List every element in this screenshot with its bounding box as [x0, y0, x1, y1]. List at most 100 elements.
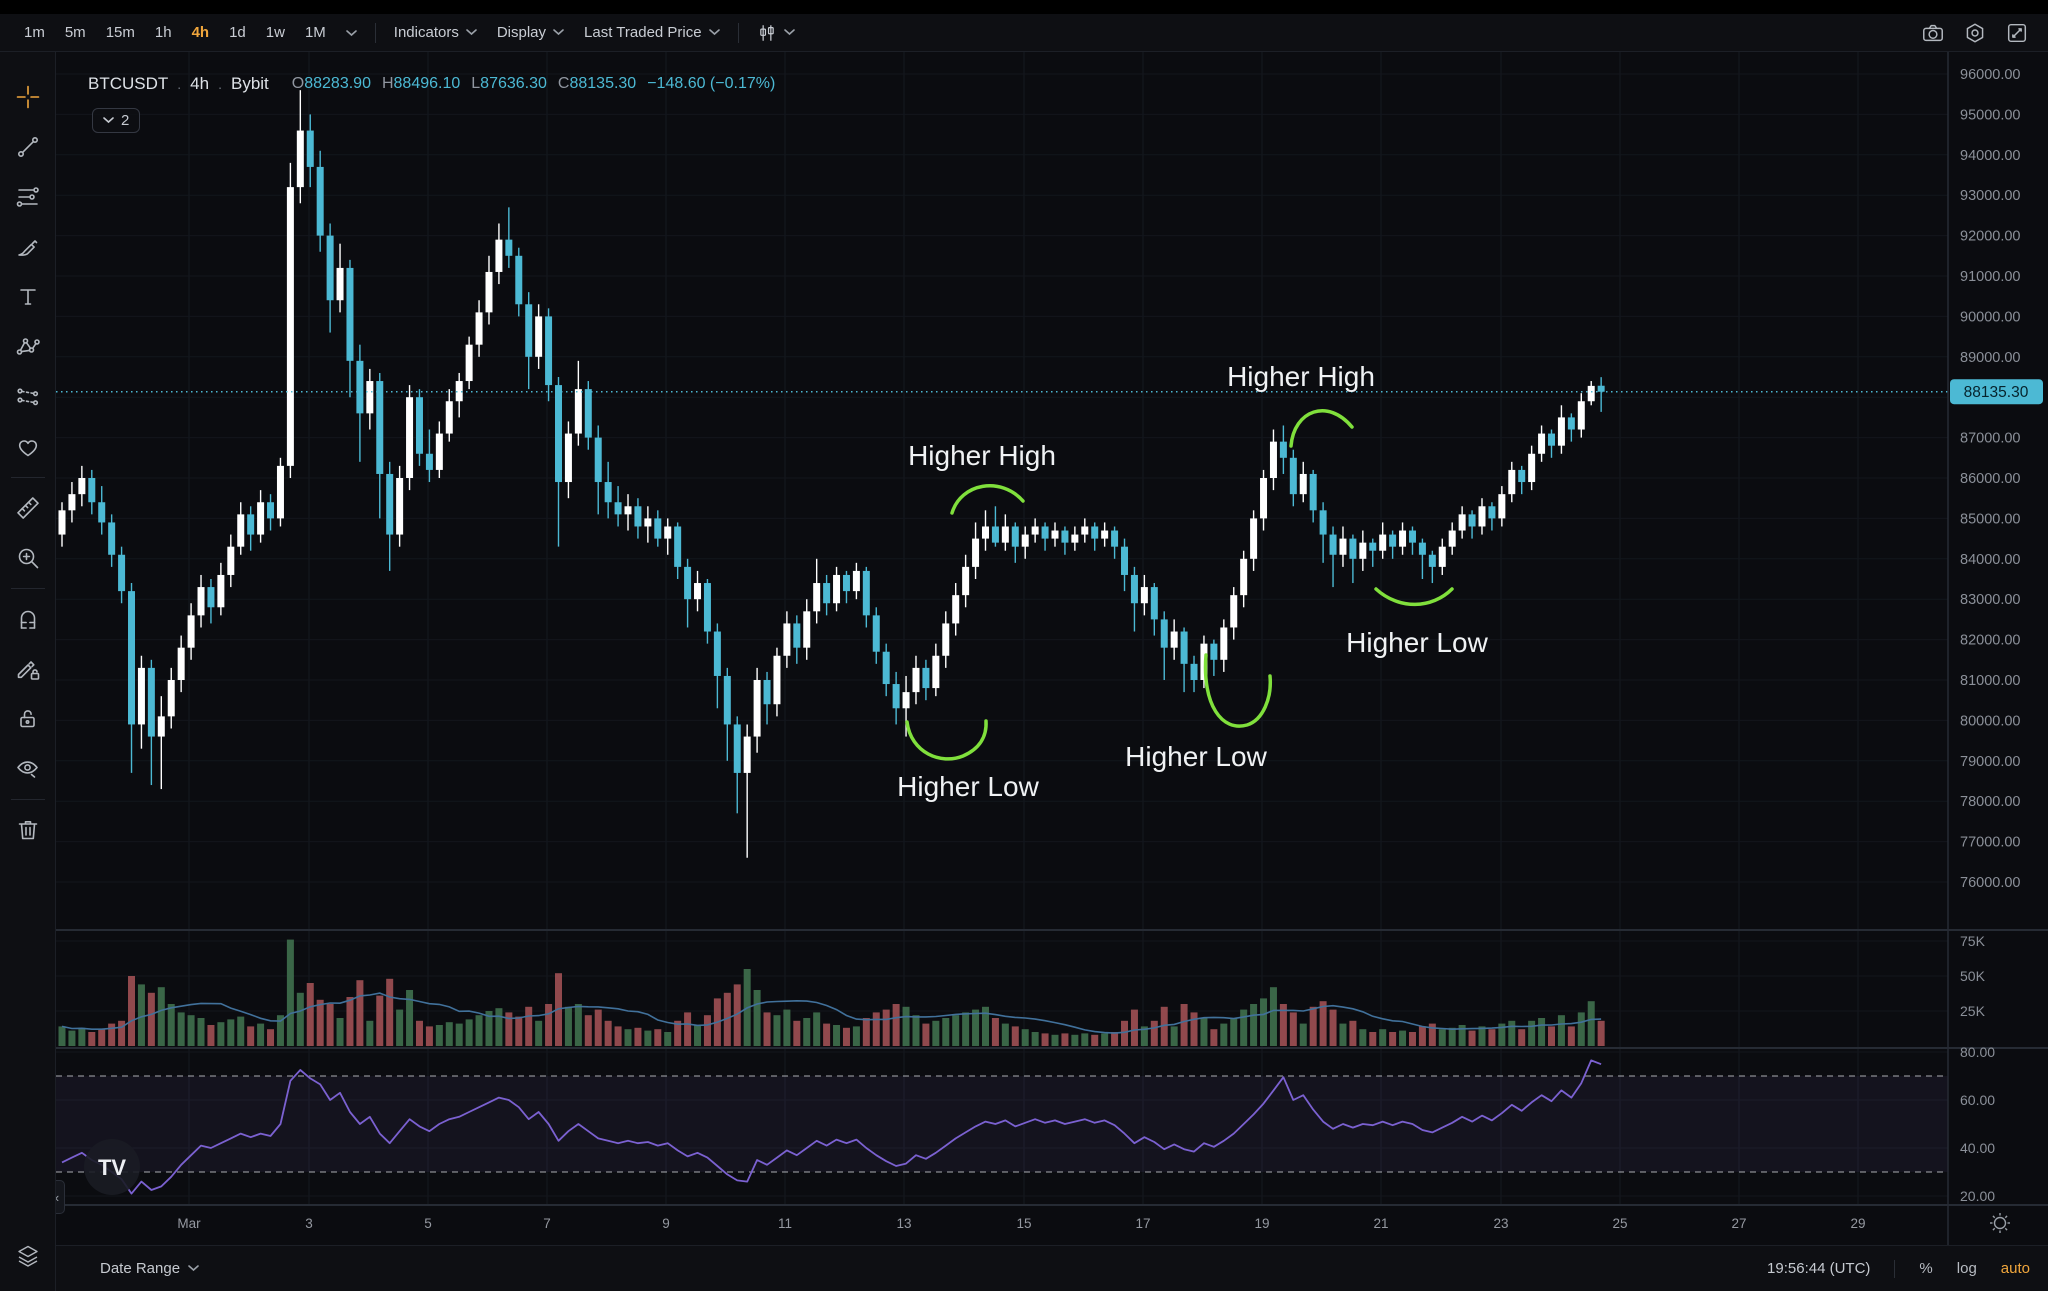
tool-xabcd-pattern[interactable] — [8, 322, 48, 372]
svg-text:81000.00: 81000.00 — [1960, 673, 2020, 689]
svg-text:96000.00: 96000.00 — [1960, 67, 2020, 83]
price-axis[interactable]: 96000.00 95000.00 94000.00 93000.00 92000.00… — [1960, 67, 2020, 1204]
timezone-sun-icon[interactable] — [1990, 1213, 2010, 1233]
svg-text:9: 9 — [662, 1216, 670, 1231]
toolbar-divider — [10, 799, 45, 800]
svg-text:82000.00: 82000.00 — [1960, 633, 2020, 649]
tf-button-15m[interactable]: 15m — [96, 18, 145, 47]
time-axis[interactable]: Mar 3 5 7 9 11 13 15 17 19 21 23 25 27 29 — [177, 1216, 1865, 1231]
svg-text:85000.00: 85000.00 — [1960, 511, 2020, 527]
text-icon — [19, 289, 36, 305]
log-scale-button[interactable]: log — [1956, 1260, 1977, 1277]
tool-fib-retracement[interactable] — [8, 172, 48, 222]
tradingview-watermark: TV — [84, 1139, 140, 1195]
svg-text:75K: 75K — [1960, 933, 1986, 949]
menu-last-traded-price[interactable]: Last Traded Price — [574, 18, 730, 47]
toolbar-divider — [374, 22, 376, 43]
toolbar-divider — [10, 588, 45, 589]
tool-brush[interactable] — [8, 222, 48, 272]
tool-crosshair[interactable] — [8, 72, 48, 122]
indicator-count: 2 — [121, 112, 130, 129]
zoom-in-icon — [18, 548, 38, 569]
higher-low-arc-1 — [905, 719, 988, 761]
svg-text:5: 5 — [424, 1216, 432, 1231]
tool-drawing-lock[interactable] — [8, 644, 48, 694]
symbol-exchange: Bybit — [230, 74, 269, 93]
pane-separators — [56, 52, 2048, 1245]
rsi-band — [56, 1075, 1948, 1173]
svg-text:7: 7 — [543, 1216, 551, 1231]
tf-button-4h[interactable]: 4h — [182, 18, 220, 47]
toolbar-divider — [1894, 1259, 1896, 1278]
svg-text:80000.00: 80000.00 — [1960, 713, 2020, 729]
ohlc-h: H88496.10 — [381, 75, 461, 92]
chevron-down-icon — [103, 117, 114, 124]
settings-button[interactable] — [1958, 18, 1992, 48]
camera-button[interactable] — [1916, 18, 1950, 48]
drawing-lock-icon — [17, 661, 39, 680]
tf-button-1m[interactable]: 1m — [14, 18, 55, 47]
svg-text:TV: TV — [98, 1155, 126, 1180]
tool-trend-line[interactable] — [8, 122, 48, 172]
chart-style-button[interactable] — [747, 17, 805, 49]
hide-drawings-icon — [16, 761, 38, 778]
symbol-name[interactable]: BTCUSDT — [88, 74, 169, 93]
svg-text:21: 21 — [1373, 1216, 1388, 1231]
tf-button-1h[interactable]: 1h — [145, 18, 182, 47]
percent-scale-button[interactable]: % — [1919, 1260, 1933, 1277]
date-range-button[interactable]: Date Range — [100, 1260, 199, 1277]
date-range-label: Date Range — [100, 1260, 181, 1277]
tool-magnet[interactable] — [8, 594, 48, 644]
annotation-label: Higher Low — [1125, 741, 1267, 772]
higher-low-arc-3 — [1374, 587, 1454, 607]
ohlc-readout: O88283.90 H88496.10 L87636.30 C88135.30 −148… — [292, 75, 776, 93]
tf-button-1w[interactable]: 1w — [256, 18, 295, 47]
tool-remove-drawings[interactable] — [8, 805, 48, 855]
tool-ruler[interactable] — [8, 483, 48, 533]
svg-text:94000.00: 94000.00 — [1960, 148, 2020, 164]
separator-dot: . — [177, 76, 182, 92]
tf-button-1M[interactable]: 1M — [295, 18, 336, 47]
tool-text[interactable] — [8, 272, 48, 322]
higher-high-arc-2 — [1289, 409, 1354, 448]
toolbar-divider — [737, 22, 739, 43]
ruler-icon — [16, 497, 39, 519]
camera-icon — [1923, 24, 1943, 42]
symbol-info: BTCUSDT . 4h . Bybit O88283.90 H88496.10 L… — [88, 74, 775, 94]
tool-emoji-heart[interactable] — [8, 422, 48, 472]
annotation-label: Higher High — [908, 440, 1056, 471]
last-price-label[interactable]: 88135.30 — [1950, 379, 2043, 405]
tool-zoom-in[interactable] — [8, 533, 48, 583]
tool-lock-all[interactable] — [8, 694, 48, 744]
tool-object-tree[interactable] — [8, 1231, 48, 1281]
menu-display[interactable]: Display — [487, 18, 574, 47]
svg-text:15: 15 — [1016, 1216, 1031, 1231]
svg-text:93000.00: 93000.00 — [1960, 188, 2020, 204]
annotation-label: Higher Low — [897, 771, 1039, 802]
ohlc-l: L87636.30 — [471, 75, 547, 92]
svg-text:83000.00: 83000.00 — [1960, 592, 2020, 608]
svg-text:86000.00: 86000.00 — [1960, 471, 2020, 487]
auto-scale-button[interactable]: auto — [2000, 1260, 2030, 1277]
tf-button-1d[interactable]: 1d — [219, 18, 256, 47]
menu-indicators[interactable]: Indicators — [384, 18, 487, 47]
svg-text:23: 23 — [1493, 1216, 1508, 1231]
candles-icon — [759, 24, 774, 41]
brush-icon — [17, 240, 37, 256]
svg-text:60.00: 60.00 — [1960, 1092, 1995, 1108]
svg-text:84000.00: 84000.00 — [1960, 552, 2020, 568]
tool-forecast[interactable] — [8, 372, 48, 422]
timeframe-more-caret[interactable] — [336, 18, 367, 47]
chart-plot-area[interactable]: Higher High Higher Low Higher Low Higher Hi… — [0, 52, 2048, 1291]
fullscreen-button[interactable] — [2000, 18, 2034, 48]
object-tree-layers-icon — [18, 1245, 38, 1267]
indicators-collapse-badge[interactable]: 2 — [92, 108, 141, 133]
svg-text:88135.30: 88135.30 — [1964, 384, 2029, 401]
svg-text:90000.00: 90000.00 — [1960, 309, 2020, 325]
emoji-heart-icon — [18, 440, 37, 457]
tool-hide-drawings[interactable] — [8, 744, 48, 794]
magnet-icon — [20, 610, 35, 629]
toolbar-divider — [10, 477, 45, 478]
drawing-toolbar — [0, 52, 56, 1291]
tf-button-5m[interactable]: 5m — [55, 18, 96, 47]
